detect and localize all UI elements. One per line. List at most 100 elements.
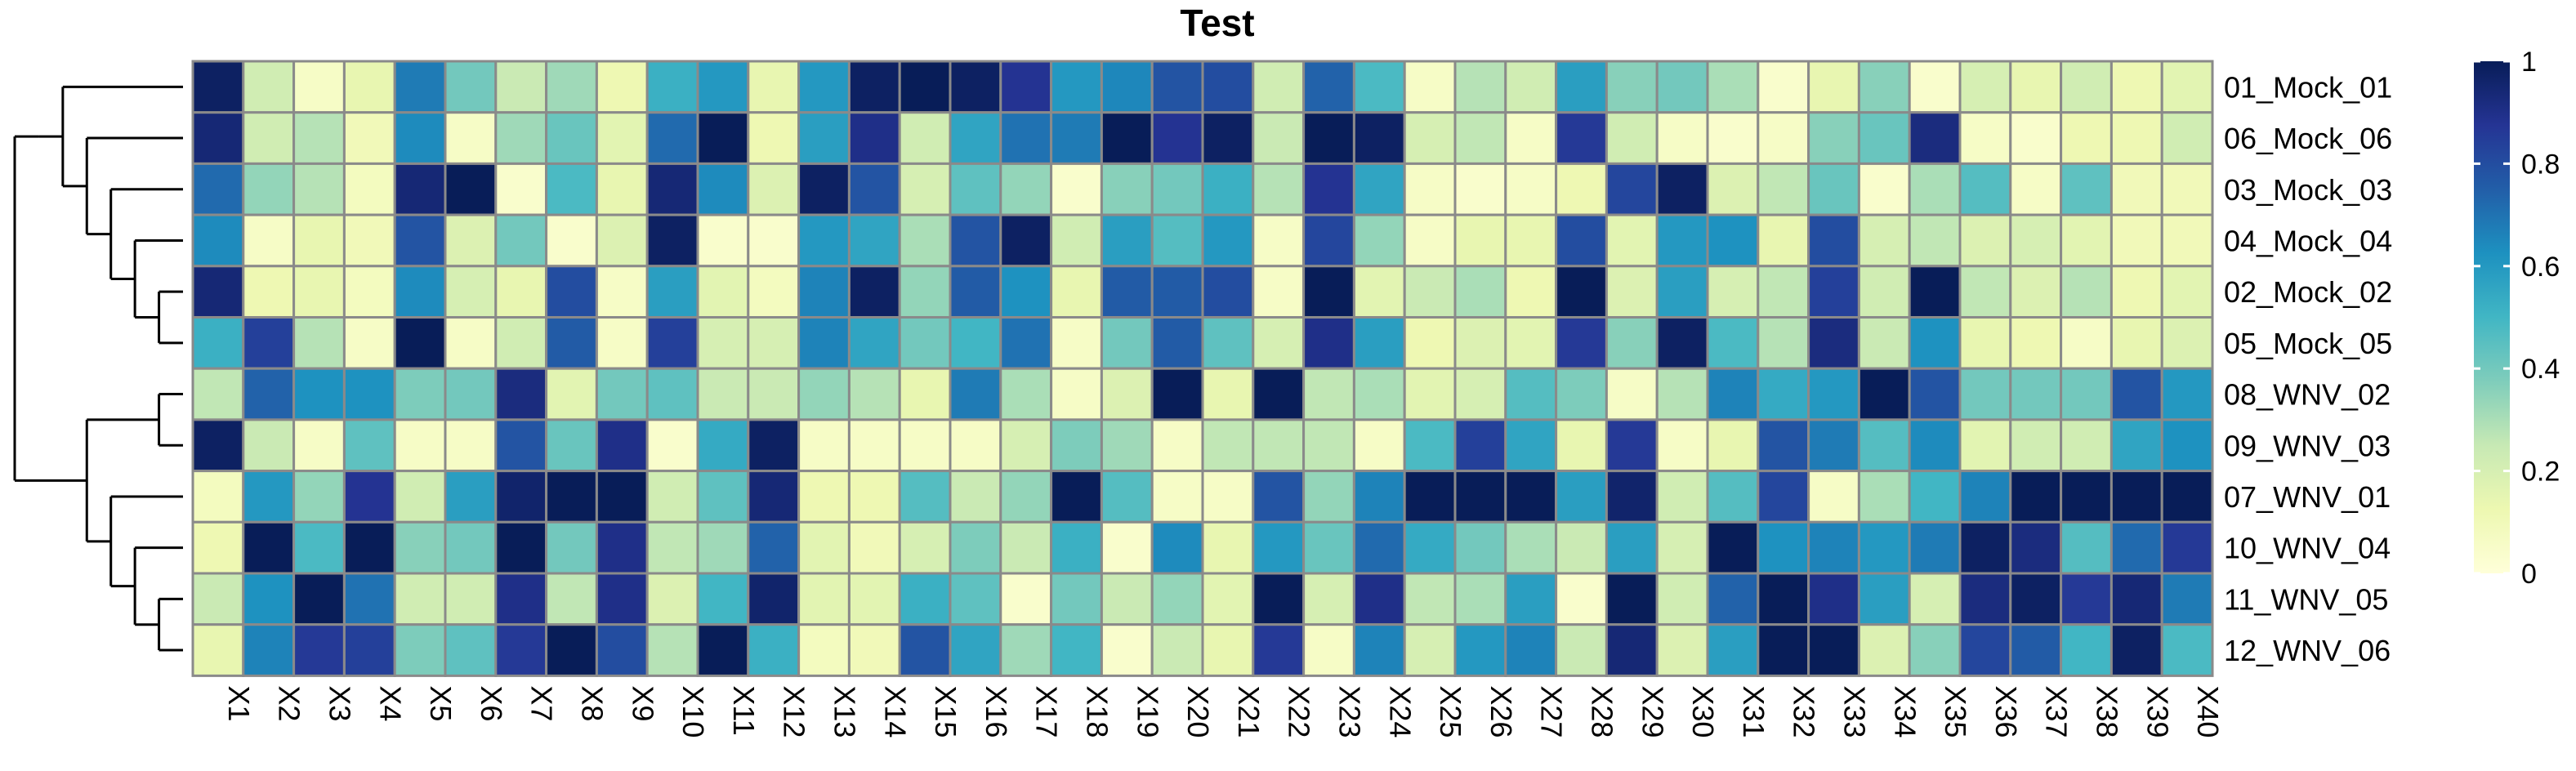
heatmap-cell [1605, 60, 1659, 114]
heatmap-cell [1252, 162, 1306, 216]
column-label: X18 [1081, 685, 1114, 738]
heatmap-cell [747, 60, 801, 114]
heatmap-cell [1655, 60, 1709, 114]
heatmap-cell [595, 470, 649, 524]
heatmap-cell [595, 367, 649, 421]
heatmap-cell [1555, 623, 1608, 677]
heatmap-cell [949, 572, 1002, 626]
heatmap-cell [1605, 470, 1659, 524]
heatmap-cell [696, 367, 750, 421]
heatmap-cell [1201, 572, 1255, 626]
heatmap-cell [1706, 367, 1760, 421]
heatmap-cell [2160, 316, 2214, 370]
heatmap-cell [1252, 418, 1306, 473]
heatmap-cell [1050, 572, 1103, 626]
heatmap-cell [847, 265, 901, 319]
row-label: 09_WNV_03 [2224, 429, 2391, 462]
heatmap-cell [2009, 418, 2063, 473]
heatmap-cell [1908, 213, 1962, 268]
heatmap-cell [1252, 111, 1306, 165]
heatmap-cell [1857, 265, 1911, 319]
heatmap-cell [1352, 316, 1406, 370]
heatmap-cell [1757, 162, 1810, 216]
heatmap-cell [1605, 520, 1659, 575]
heatmap-cell [494, 572, 548, 626]
heatmap-cell [1857, 367, 1911, 421]
column-label: X9 [626, 685, 659, 721]
heatmap-cell [1807, 470, 1860, 524]
heatmap-cell [645, 470, 699, 524]
heatmap-cell [898, 213, 952, 268]
heatmap-cell [2109, 520, 2163, 575]
heatmap-cell [1555, 520, 1608, 575]
heatmap-cell [2060, 162, 2113, 216]
heatmap-cell [444, 572, 498, 626]
heatmap-cell [1403, 470, 1457, 524]
heatmap-cell [1958, 316, 2012, 370]
heatmap-cell [1150, 470, 1204, 524]
heatmap-cell [1352, 367, 1406, 421]
heatmap-cell [545, 162, 598, 216]
heatmap-cell [747, 418, 801, 473]
heatmap-cell [1655, 111, 1709, 165]
heatmap-cell [1050, 213, 1103, 268]
heatmap-cell [2160, 367, 2214, 421]
heatmap-cell [1555, 418, 1608, 473]
column-label: X5 [424, 685, 458, 721]
heatmap-cell [1504, 60, 1558, 114]
heatmap-cell [1504, 572, 1558, 626]
heatmap-cell [1757, 520, 1810, 575]
heatmap-cell [1453, 162, 1507, 216]
heatmap-cell [1201, 60, 1255, 114]
heatmap-cell [2160, 60, 2214, 114]
heatmap-cell [342, 60, 396, 114]
heatmap-cell [1252, 60, 1306, 114]
heatmap-cell [1252, 623, 1306, 677]
heatmap-cell [444, 111, 498, 165]
column-label: X3 [324, 685, 357, 721]
column-label: X12 [778, 685, 811, 738]
heatmap-cell [1403, 623, 1457, 677]
row-label: 05_Mock_05 [2224, 327, 2392, 360]
heatmap-cell [595, 162, 649, 216]
heatmap-cell [1807, 367, 1860, 421]
heatmap-cell [242, 111, 296, 165]
heatmap-cell [494, 520, 548, 575]
heatmap-cell [747, 162, 801, 216]
heatmap-cell [2109, 213, 2163, 268]
heatmap-cell [898, 367, 952, 421]
heatmap-cell [1655, 418, 1709, 473]
heatmap-cell [898, 60, 952, 114]
heatmap-cell [747, 111, 801, 165]
heatmap-cell [1605, 367, 1659, 421]
heatmap-cell [191, 316, 245, 370]
heatmap-cell [1655, 316, 1709, 370]
heatmap-cell [1655, 265, 1709, 319]
heatmap-cell [645, 111, 699, 165]
heatmap-cell [2160, 213, 2214, 268]
heatmap-cells [191, 60, 2214, 677]
heatmap-cell [494, 367, 548, 421]
heatmap-cell [949, 418, 1002, 473]
heatmap-cell [1252, 470, 1306, 524]
heatmap-cell [494, 418, 548, 473]
heatmap-cell [242, 265, 296, 319]
heatmap-cell [1302, 470, 1355, 524]
column-label: X8 [576, 685, 609, 721]
column-label: X32 [1788, 685, 1821, 738]
heatmap-cell [1302, 623, 1355, 677]
heatmap-cell [949, 265, 1002, 319]
heatmap-cell [696, 572, 750, 626]
heatmap-cell [1252, 213, 1306, 268]
heatmap-cell [1757, 470, 1810, 524]
heatmap-cell [949, 316, 1002, 370]
column-label: X29 [1636, 685, 1669, 738]
column-label: X23 [1333, 685, 1367, 738]
heatmap-cell [2009, 111, 2063, 165]
heatmap-cell [645, 213, 699, 268]
heatmap-cell [191, 572, 245, 626]
heatmap-cell [242, 316, 296, 370]
column-label: X4 [373, 685, 407, 721]
heatmap-cell [1050, 316, 1103, 370]
heatmap-cell [747, 367, 801, 421]
